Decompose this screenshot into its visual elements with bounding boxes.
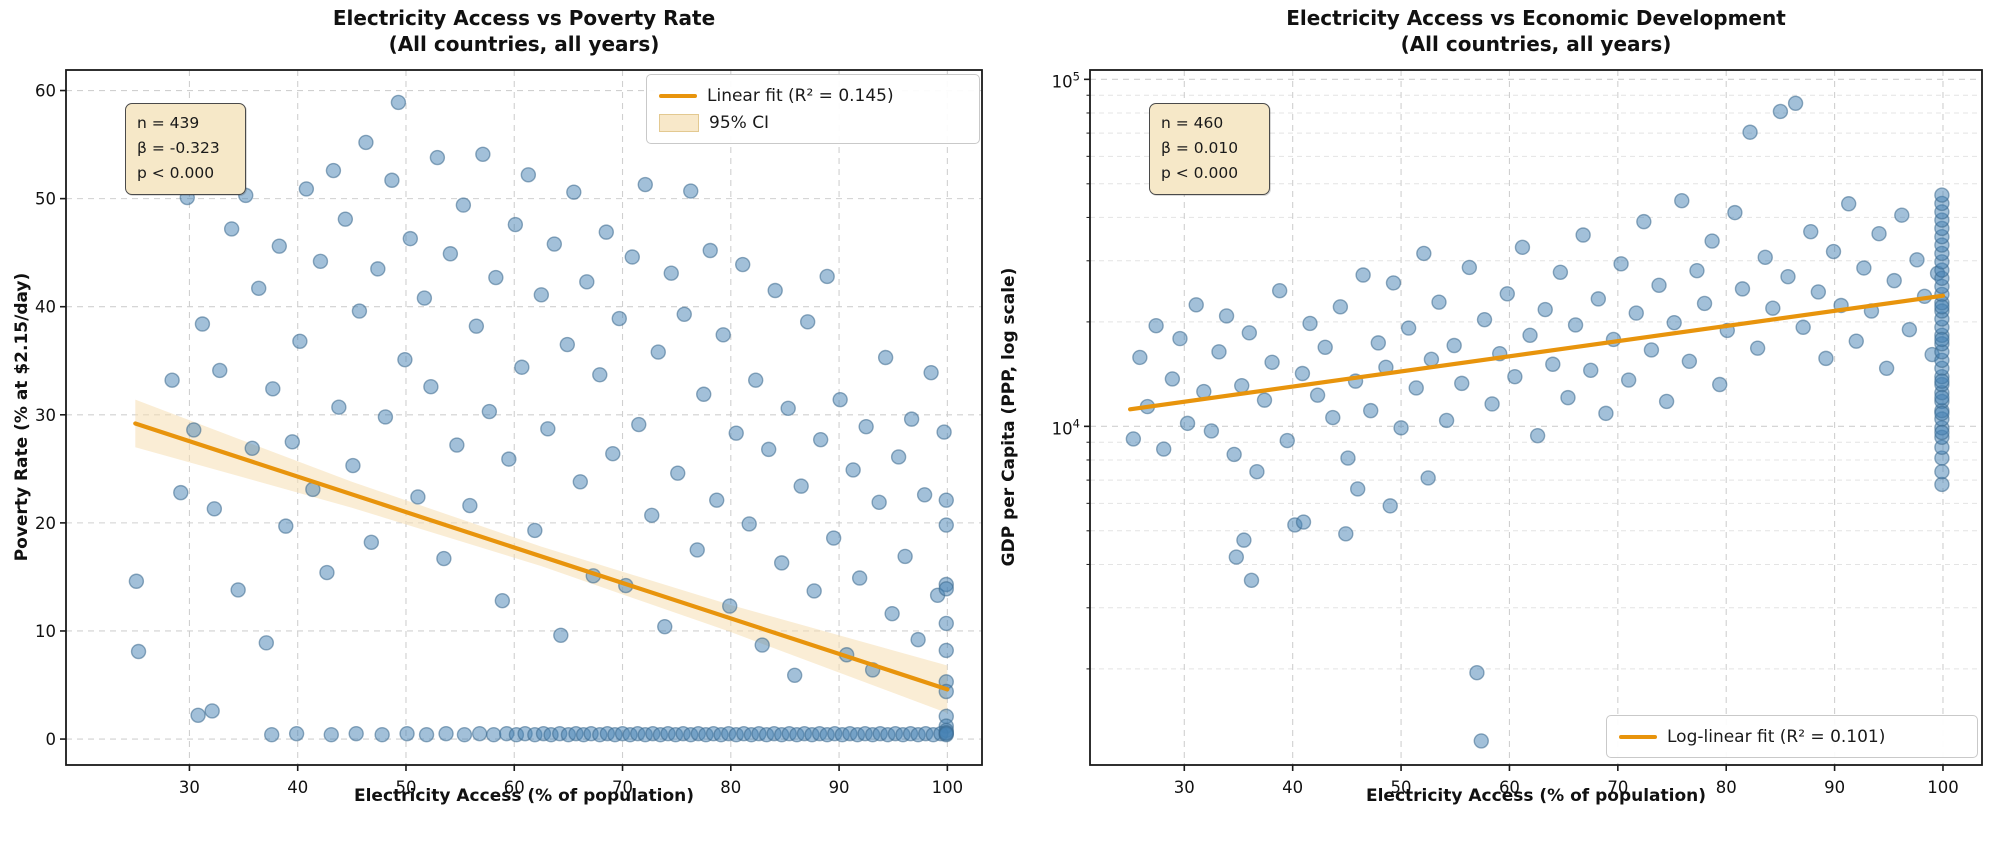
svg-text:50: 50 (1391, 778, 1412, 797)
right-legend-row-loglinear-fit: Log-linear fit (R² = 0.101) (1619, 723, 1965, 750)
left-legend-row-linear-fit: Linear fit (R² = 0.145) (659, 82, 967, 109)
svg-text:0: 0 (46, 730, 57, 749)
svg-text:60: 60 (504, 778, 525, 797)
tick-layer-1: 30 40 50 60 70 80 90 100 104 105 (1052, 69, 1959, 797)
left-stats-p: p < 0.000 (137, 164, 215, 182)
svg-text:30: 30 (1174, 778, 1195, 797)
axes-frame-0 (65, 69, 983, 766)
left-x-axis-label: Electricity Access (% of population) (353, 786, 695, 806)
svg-text:70: 70 (1607, 778, 1628, 797)
right-stats-beta: β = 0.010 (1161, 139, 1239, 157)
left-stats-n: n = 439 (137, 114, 200, 132)
points-layer-0 (128, 94, 954, 743)
svg-text:100: 100 (1927, 778, 1959, 797)
axes-frame-1 (1089, 69, 1983, 766)
trend-line-swatch (659, 93, 697, 98)
right-x-axis-label: Electricity Access (% of population) (1365, 786, 1707, 806)
svg-text:30: 30 (35, 406, 56, 425)
svg-text:60: 60 (1499, 778, 1520, 797)
svg-text:50: 50 (35, 190, 56, 209)
right-legend: Log-linear fit (R² = 0.101) (1606, 715, 1978, 758)
svg-text:80: 80 (1716, 778, 1737, 797)
svg-text:40: 40 (1282, 778, 1303, 797)
svg-text:40: 40 (35, 298, 56, 317)
svg-text:80: 80 (720, 778, 741, 797)
right-stats-n: n = 460 (1161, 114, 1224, 132)
points-layer-1 (1125, 95, 1950, 749)
svg-text:20: 20 (35, 514, 56, 533)
right-legend-label-loglinear-fit: Log-linear fit (R² = 0.101) (1667, 726, 1886, 747)
svg-text:90: 90 (829, 778, 850, 797)
svg-text:10: 10 (35, 622, 56, 641)
svg-text:30: 30 (179, 778, 200, 797)
ci-patch-swatch (659, 113, 699, 132)
right-chart-title: Electricity Access vs Economic Developme… (1090, 5, 1982, 57)
trend-line-swatch (1619, 734, 1657, 739)
left-chart-title-line2: (All countries, all years) (388, 32, 660, 56)
left-legend-label-linear-fit: Linear fit (R² = 0.145) (707, 85, 894, 106)
right-stats-p: p < 0.000 (1161, 164, 1239, 182)
left-stats-beta: β = -0.323 (137, 139, 220, 157)
left-legend: Linear fit (R² = 0.145) 95% CI (646, 74, 980, 144)
left-stats-box: n = 439 β = -0.323 p < 0.000 (125, 103, 246, 195)
right-chart-title-line1: Electricity Access vs Economic Developme… (1286, 6, 1786, 30)
trend-line-1 (1128, 293, 1946, 412)
trend-line-0 (133, 421, 950, 692)
right-chart-title-line2: (All countries, all years) (1400, 32, 1672, 56)
left-chart-title-line1: Electricity Access vs Poverty Rate (332, 6, 716, 30)
left-y-axis-label: Poverty Rate (% at $2.15/day) (12, 272, 32, 562)
left-legend-label-ci: 95% CI (709, 112, 770, 133)
svg-text:60: 60 (35, 82, 56, 101)
svg-text:90: 90 (1824, 778, 1845, 797)
svg-text:70: 70 (612, 778, 633, 797)
right-stats-box: n = 460 β = 0.010 p < 0.000 (1149, 103, 1270, 195)
left-legend-row-ci: 95% CI (659, 109, 967, 136)
svg-text:104: 104 (1052, 416, 1080, 438)
svg-text:100: 100 (932, 778, 964, 797)
svg-text:105: 105 (1052, 69, 1080, 91)
grid-layer-0 (66, 70, 982, 765)
svg-text:50: 50 (395, 778, 416, 797)
tick-layer-0: 30 40 50 60 70 80 90 100 0 10 20 30 40 50 60 (35, 82, 963, 797)
left-chart-title: Electricity Access vs Poverty Rate (All … (66, 5, 982, 57)
svg-text:40: 40 (287, 778, 308, 797)
right-y-axis-label: GDP per Capita (PPP, log scale) (999, 267, 1019, 567)
